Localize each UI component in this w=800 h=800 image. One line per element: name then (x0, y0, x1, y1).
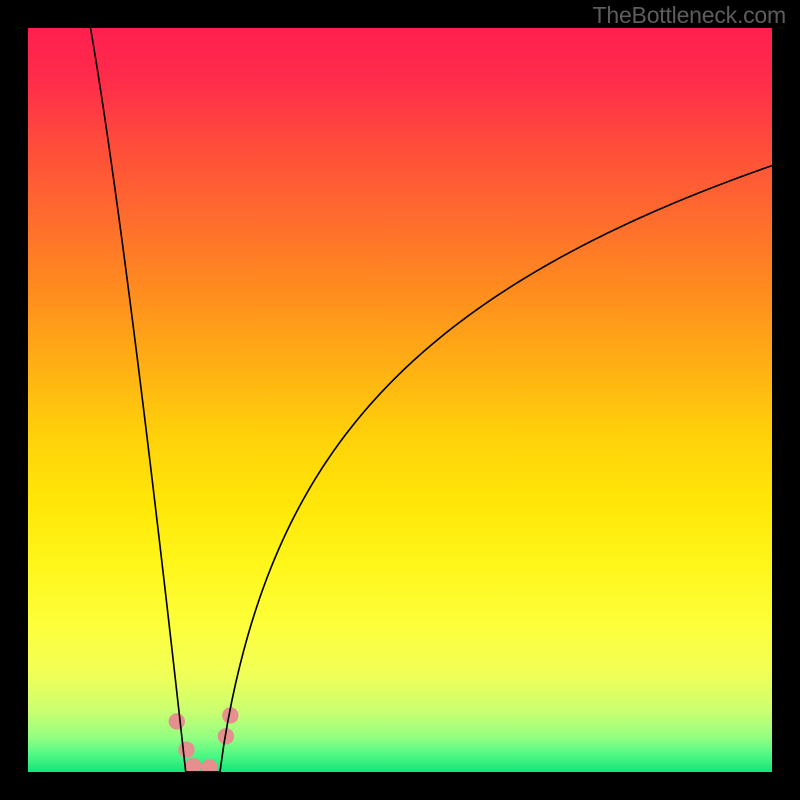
curve-right-branch (220, 166, 772, 772)
data-marker (169, 713, 185, 729)
curve-left-branch (76, 28, 185, 772)
data-marker (178, 741, 194, 757)
watermark-text: TheBottleneck.com (593, 2, 786, 29)
curve-layer (28, 28, 772, 772)
data-marker (185, 758, 201, 772)
chart-stage: TheBottleneck.com (0, 0, 800, 800)
plot-area (28, 28, 772, 772)
data-marker (201, 759, 217, 772)
